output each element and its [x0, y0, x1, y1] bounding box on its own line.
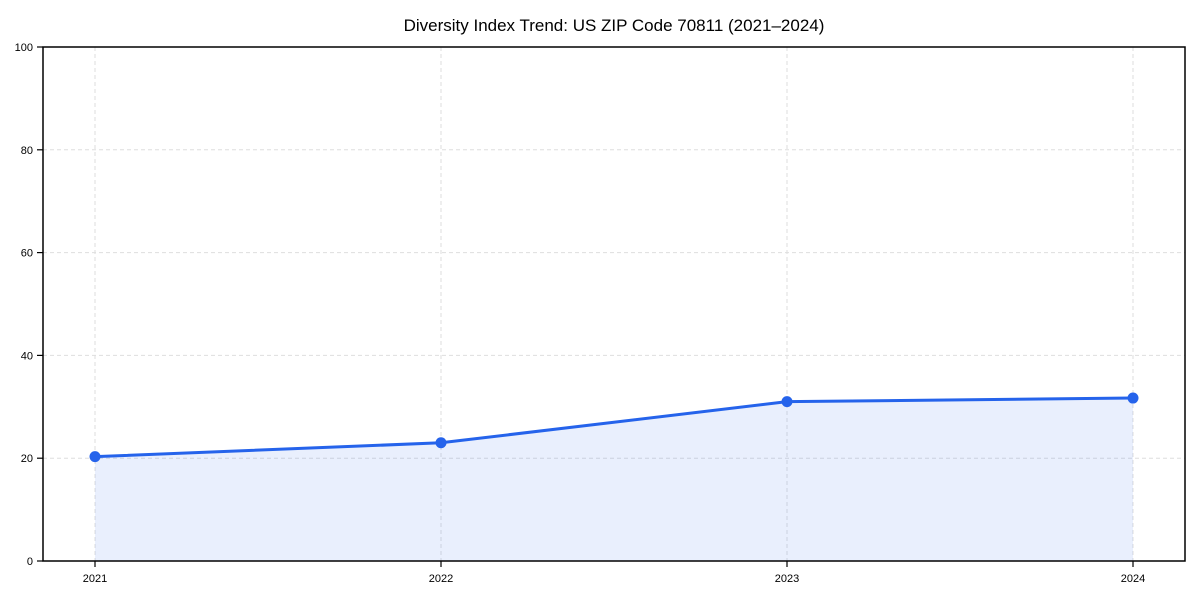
axes-frame	[42, 46, 1186, 562]
x-tick-label: 2021	[83, 573, 107, 585]
chart-title: Diversity Index Trend: US ZIP Code 70811…	[404, 16, 825, 35]
series-area	[95, 398, 1133, 561]
x-tick-label: 2024	[1121, 573, 1145, 585]
series-line	[93, 396, 1135, 459]
data-point-marker	[1127, 392, 1139, 404]
y-tick-label: 0	[27, 556, 33, 568]
y-tick-label: 100	[15, 42, 33, 54]
y-tick-label: 60	[21, 248, 33, 260]
data-point-marker	[781, 396, 793, 408]
y-tick-label: 40	[21, 350, 33, 362]
x-tick-label: 2023	[775, 573, 799, 585]
data-point-marker	[435, 437, 447, 449]
data-point-marker	[89, 451, 101, 463]
y-tick-label: 20	[21, 453, 33, 465]
y-tick-label: 80	[21, 145, 33, 157]
x-tick-label: 2022	[429, 573, 453, 585]
